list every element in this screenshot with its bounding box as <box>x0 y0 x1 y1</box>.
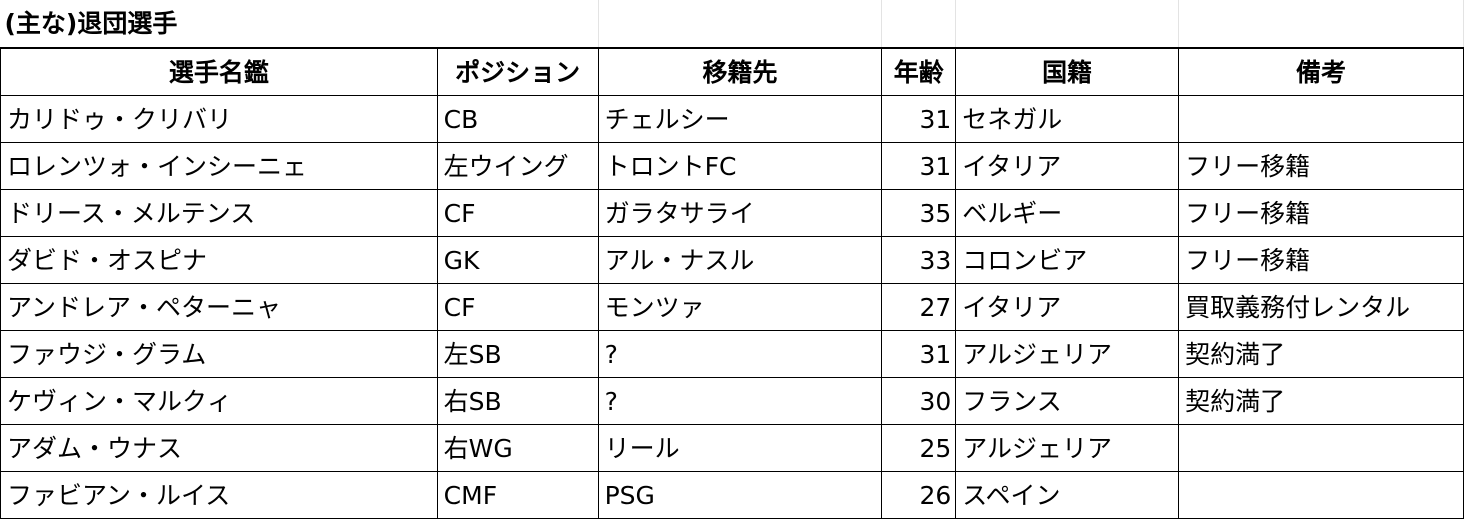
cell-position[interactable]: 右WG <box>436 424 599 472</box>
cell-age[interactable]: 26 <box>881 471 957 519</box>
table-row: ファウジ・グラム 左SB? 31 アルジェリア 契約満了 <box>0 330 1464 378</box>
cell-nationality[interactable]: イタリア <box>955 283 1180 331</box>
cell-note[interactable]: フリー移籍 <box>1178 142 1464 190</box>
cell-destination[interactable]: モンツァ <box>597 283 883 331</box>
table-row: アダム・ウナス 右WG リール 25 アルジェリア <box>0 424 1464 472</box>
cell-note[interactable] <box>1178 471 1464 519</box>
header-nationality[interactable]: 国籍 <box>955 47 1180 96</box>
cell-nationality[interactable]: アルジェリア <box>955 424 1180 472</box>
cell-position[interactable]: CF <box>436 283 599 331</box>
empty-cell[interactable] <box>1178 0 1464 49</box>
cell-destination[interactable]: ガラタサライ <box>597 189 883 237</box>
empty-cell[interactable] <box>881 0 957 49</box>
cell-destination[interactable]: リール <box>597 424 883 472</box>
cell-age[interactable]: 33 <box>881 236 957 284</box>
cell-player-name[interactable]: ケヴィン・マルクィ <box>0 377 438 425</box>
cell-player-name[interactable]: アンドレア・ペターニャ <box>0 283 438 331</box>
cell-note[interactable]: 契約満了 <box>1178 330 1464 378</box>
table-row: ロレンツォ・インシーニェ 左ウイング トロントFC 31 イタリア フリー移籍 <box>0 142 1464 190</box>
cell-position[interactable]: 右SB <box>436 377 599 425</box>
cell-note[interactable]: 買取義務付レンタル <box>1178 283 1464 331</box>
cell-nationality[interactable]: アルジェリア <box>955 330 1180 378</box>
cell-position[interactable]: GK <box>436 236 599 284</box>
header-name[interactable]: 選手名鑑 <box>0 47 438 96</box>
table-row: ドリース・メルテンス CF ガラタサライ 35 ベルギー フリー移籍 <box>0 189 1464 237</box>
cell-age[interactable]: 31 <box>881 95 957 143</box>
empty-cell[interactable] <box>598 0 883 49</box>
table-row: アンドレア・ペターニャ CF モンツァ 27 イタリア 買取義務付レンタル <box>0 283 1464 331</box>
cell-position[interactable]: 左SB <box>436 330 599 378</box>
cell-player-name[interactable]: ファウジ・グラム <box>0 330 438 378</box>
cell-nationality[interactable]: フランス <box>955 377 1180 425</box>
cell-age[interactable]: 31 <box>881 142 957 190</box>
cell-player-name[interactable]: ドリース・メルテンス <box>0 189 438 237</box>
empty-cell[interactable] <box>437 0 599 49</box>
cell-age[interactable]: 30 <box>881 377 957 425</box>
cell-note[interactable] <box>1178 95 1464 143</box>
header-age[interactable]: 年齢 <box>881 47 957 96</box>
title-row: (主な)退団選手 <box>0 0 1464 49</box>
cell-age[interactable]: 27 <box>881 283 957 331</box>
empty-cell[interactable] <box>955 0 1180 49</box>
cell-position[interactable]: 左ウイング <box>436 142 599 190</box>
cell-player-name[interactable]: ロレンツォ・インシーニェ <box>0 142 438 190</box>
cell-position[interactable]: CF <box>436 189 599 237</box>
table-row: ファビアン・ルイス CMF PSG 26 スペイン <box>0 471 1464 519</box>
cell-destination[interactable]: ? <box>597 377 883 425</box>
cell-nationality[interactable]: ベルギー <box>955 189 1180 237</box>
cell-player-name[interactable]: ダビド・オスピナ <box>0 236 438 284</box>
table-row: ケヴィン・マルクィ 右SB? 30 フランス 契約満了 <box>0 377 1464 425</box>
cell-position[interactable]: CB <box>436 95 599 143</box>
cell-age[interactable]: 31 <box>881 330 957 378</box>
cell-note[interactable]: フリー移籍 <box>1178 236 1464 284</box>
cell-player-name[interactable]: アダム・ウナス <box>0 424 438 472</box>
cell-nationality[interactable]: イタリア <box>955 142 1180 190</box>
cell-destination[interactable]: ? <box>597 330 883 378</box>
cell-note[interactable] <box>1178 424 1464 472</box>
header-row: 選手名鑑 ポジション 移籍先 年齢 国籍 備考 <box>0 47 1464 96</box>
cell-nationality[interactable]: コロンビア <box>955 236 1180 284</box>
cell-age[interactable]: 25 <box>881 424 957 472</box>
cell-nationality[interactable]: セネガル <box>955 95 1180 143</box>
cell-destination[interactable]: アル・ナスル <box>597 236 883 284</box>
cell-note[interactable]: フリー移籍 <box>1178 189 1464 237</box>
cell-player-name[interactable]: ファビアン・ルイス <box>0 471 438 519</box>
table-row: カリドゥ・クリバリ CB チェルシー 31 セネガル <box>0 95 1464 143</box>
cell-age[interactable]: 35 <box>881 189 957 237</box>
cell-destination[interactable]: トロントFC <box>597 142 883 190</box>
header-position[interactable]: ポジション <box>436 47 599 96</box>
cell-note[interactable]: 契約満了 <box>1178 377 1464 425</box>
cell-destination[interactable]: PSG <box>597 471 883 519</box>
sheet-title[interactable]: (主な)退団選手 <box>0 0 438 49</box>
header-note[interactable]: 備考 <box>1178 47 1464 96</box>
header-destination[interactable]: 移籍先 <box>597 47 883 96</box>
cell-player-name[interactable]: カリドゥ・クリバリ <box>0 95 438 143</box>
cell-destination[interactable]: チェルシー <box>597 95 883 143</box>
cell-nationality[interactable]: スペイン <box>955 471 1180 519</box>
table-row: ダビド・オスピナ GK アル・ナスル 33 コロンビア フリー移籍 <box>0 236 1464 284</box>
cell-position[interactable]: CMF <box>436 471 599 519</box>
